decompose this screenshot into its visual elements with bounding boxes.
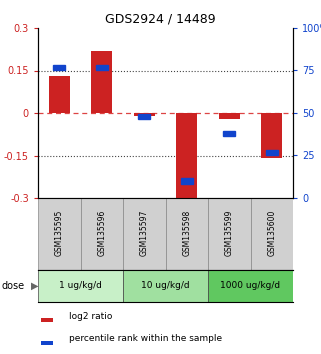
Bar: [81, 198, 123, 270]
Bar: [208, 198, 250, 270]
Text: GSM135597: GSM135597: [140, 209, 149, 256]
Bar: [134, 113, 155, 116]
Bar: [266, 149, 278, 155]
Bar: [219, 113, 240, 119]
Text: GSM135600: GSM135600: [267, 209, 276, 256]
Text: percentile rank within the sample: percentile rank within the sample: [69, 334, 222, 343]
Text: log2 ratio: log2 ratio: [69, 312, 112, 321]
Text: dose: dose: [2, 281, 25, 291]
Bar: [250, 198, 293, 270]
Bar: [53, 64, 65, 70]
Text: 1000 ug/kg/d: 1000 ug/kg/d: [221, 281, 281, 291]
Text: GSM135596: GSM135596: [97, 209, 106, 256]
Bar: [48, 76, 70, 113]
Text: GSM135595: GSM135595: [55, 209, 64, 256]
Bar: [176, 113, 197, 201]
Bar: [96, 64, 108, 70]
Bar: [40, 341, 53, 344]
Text: GDS2924 / 14489: GDS2924 / 14489: [105, 12, 216, 25]
Bar: [261, 113, 282, 158]
Bar: [91, 51, 112, 113]
Bar: [208, 270, 293, 302]
Bar: [166, 198, 208, 270]
Text: 1 ug/kg/d: 1 ug/kg/d: [59, 281, 102, 291]
Text: ▶: ▶: [30, 281, 38, 291]
Text: 10 ug/kg/d: 10 ug/kg/d: [141, 281, 190, 291]
Bar: [38, 270, 123, 302]
Bar: [123, 270, 208, 302]
Bar: [123, 198, 166, 270]
Text: GSM135599: GSM135599: [225, 209, 234, 256]
Bar: [223, 131, 235, 136]
Bar: [38, 198, 81, 270]
Text: GSM135598: GSM135598: [182, 210, 191, 256]
Bar: [138, 114, 150, 119]
Bar: [40, 318, 53, 322]
Bar: [181, 178, 193, 184]
